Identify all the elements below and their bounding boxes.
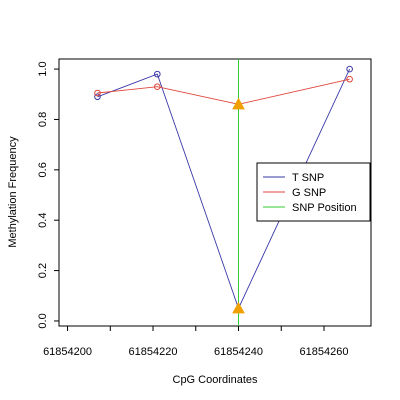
series-0-point: [94, 93, 101, 101]
y-tick-label: 0.4: [37, 213, 49, 228]
snp-triangle-marker: [232, 301, 245, 314]
legend-label: T SNP: [292, 172, 324, 184]
series-line-1: [97, 78, 350, 105]
y-axis: 0.0 0.2 0.4 0.6 0.8 1.0: [37, 61, 60, 329]
y-tick-label: 0.2: [37, 263, 49, 278]
y-tick-label: 0.8: [37, 112, 49, 127]
x-tick-label: 61854240: [214, 346, 263, 358]
series-1-point: [346, 75, 353, 83]
y-tick-label: 1.0: [37, 61, 49, 76]
series-1-point: [154, 83, 161, 91]
y-tick-label: 0.0: [37, 313, 49, 328]
x-axis: 61854200 61854220 61854240 61854260: [43, 325, 349, 358]
snp-triangle-marker: [232, 97, 245, 110]
series-0-point: [346, 65, 353, 73]
x-tick-label: 61854220: [129, 346, 178, 358]
y-tick-label: 0.6: [37, 162, 49, 177]
x-tick-label: 61854260: [300, 346, 349, 358]
legend: T SNP G SNP SNP Position: [256, 162, 371, 222]
legend-label: G SNP: [292, 187, 326, 199]
x-axis-label: CpG Coordinates: [173, 374, 258, 386]
series-0-point: [154, 70, 161, 78]
series-1-point: [94, 89, 101, 97]
legend-label: SNP Position: [292, 202, 357, 214]
y-axis-label: Methylation Frequency: [7, 136, 19, 248]
x-tick-label: 61854200: [43, 346, 92, 358]
